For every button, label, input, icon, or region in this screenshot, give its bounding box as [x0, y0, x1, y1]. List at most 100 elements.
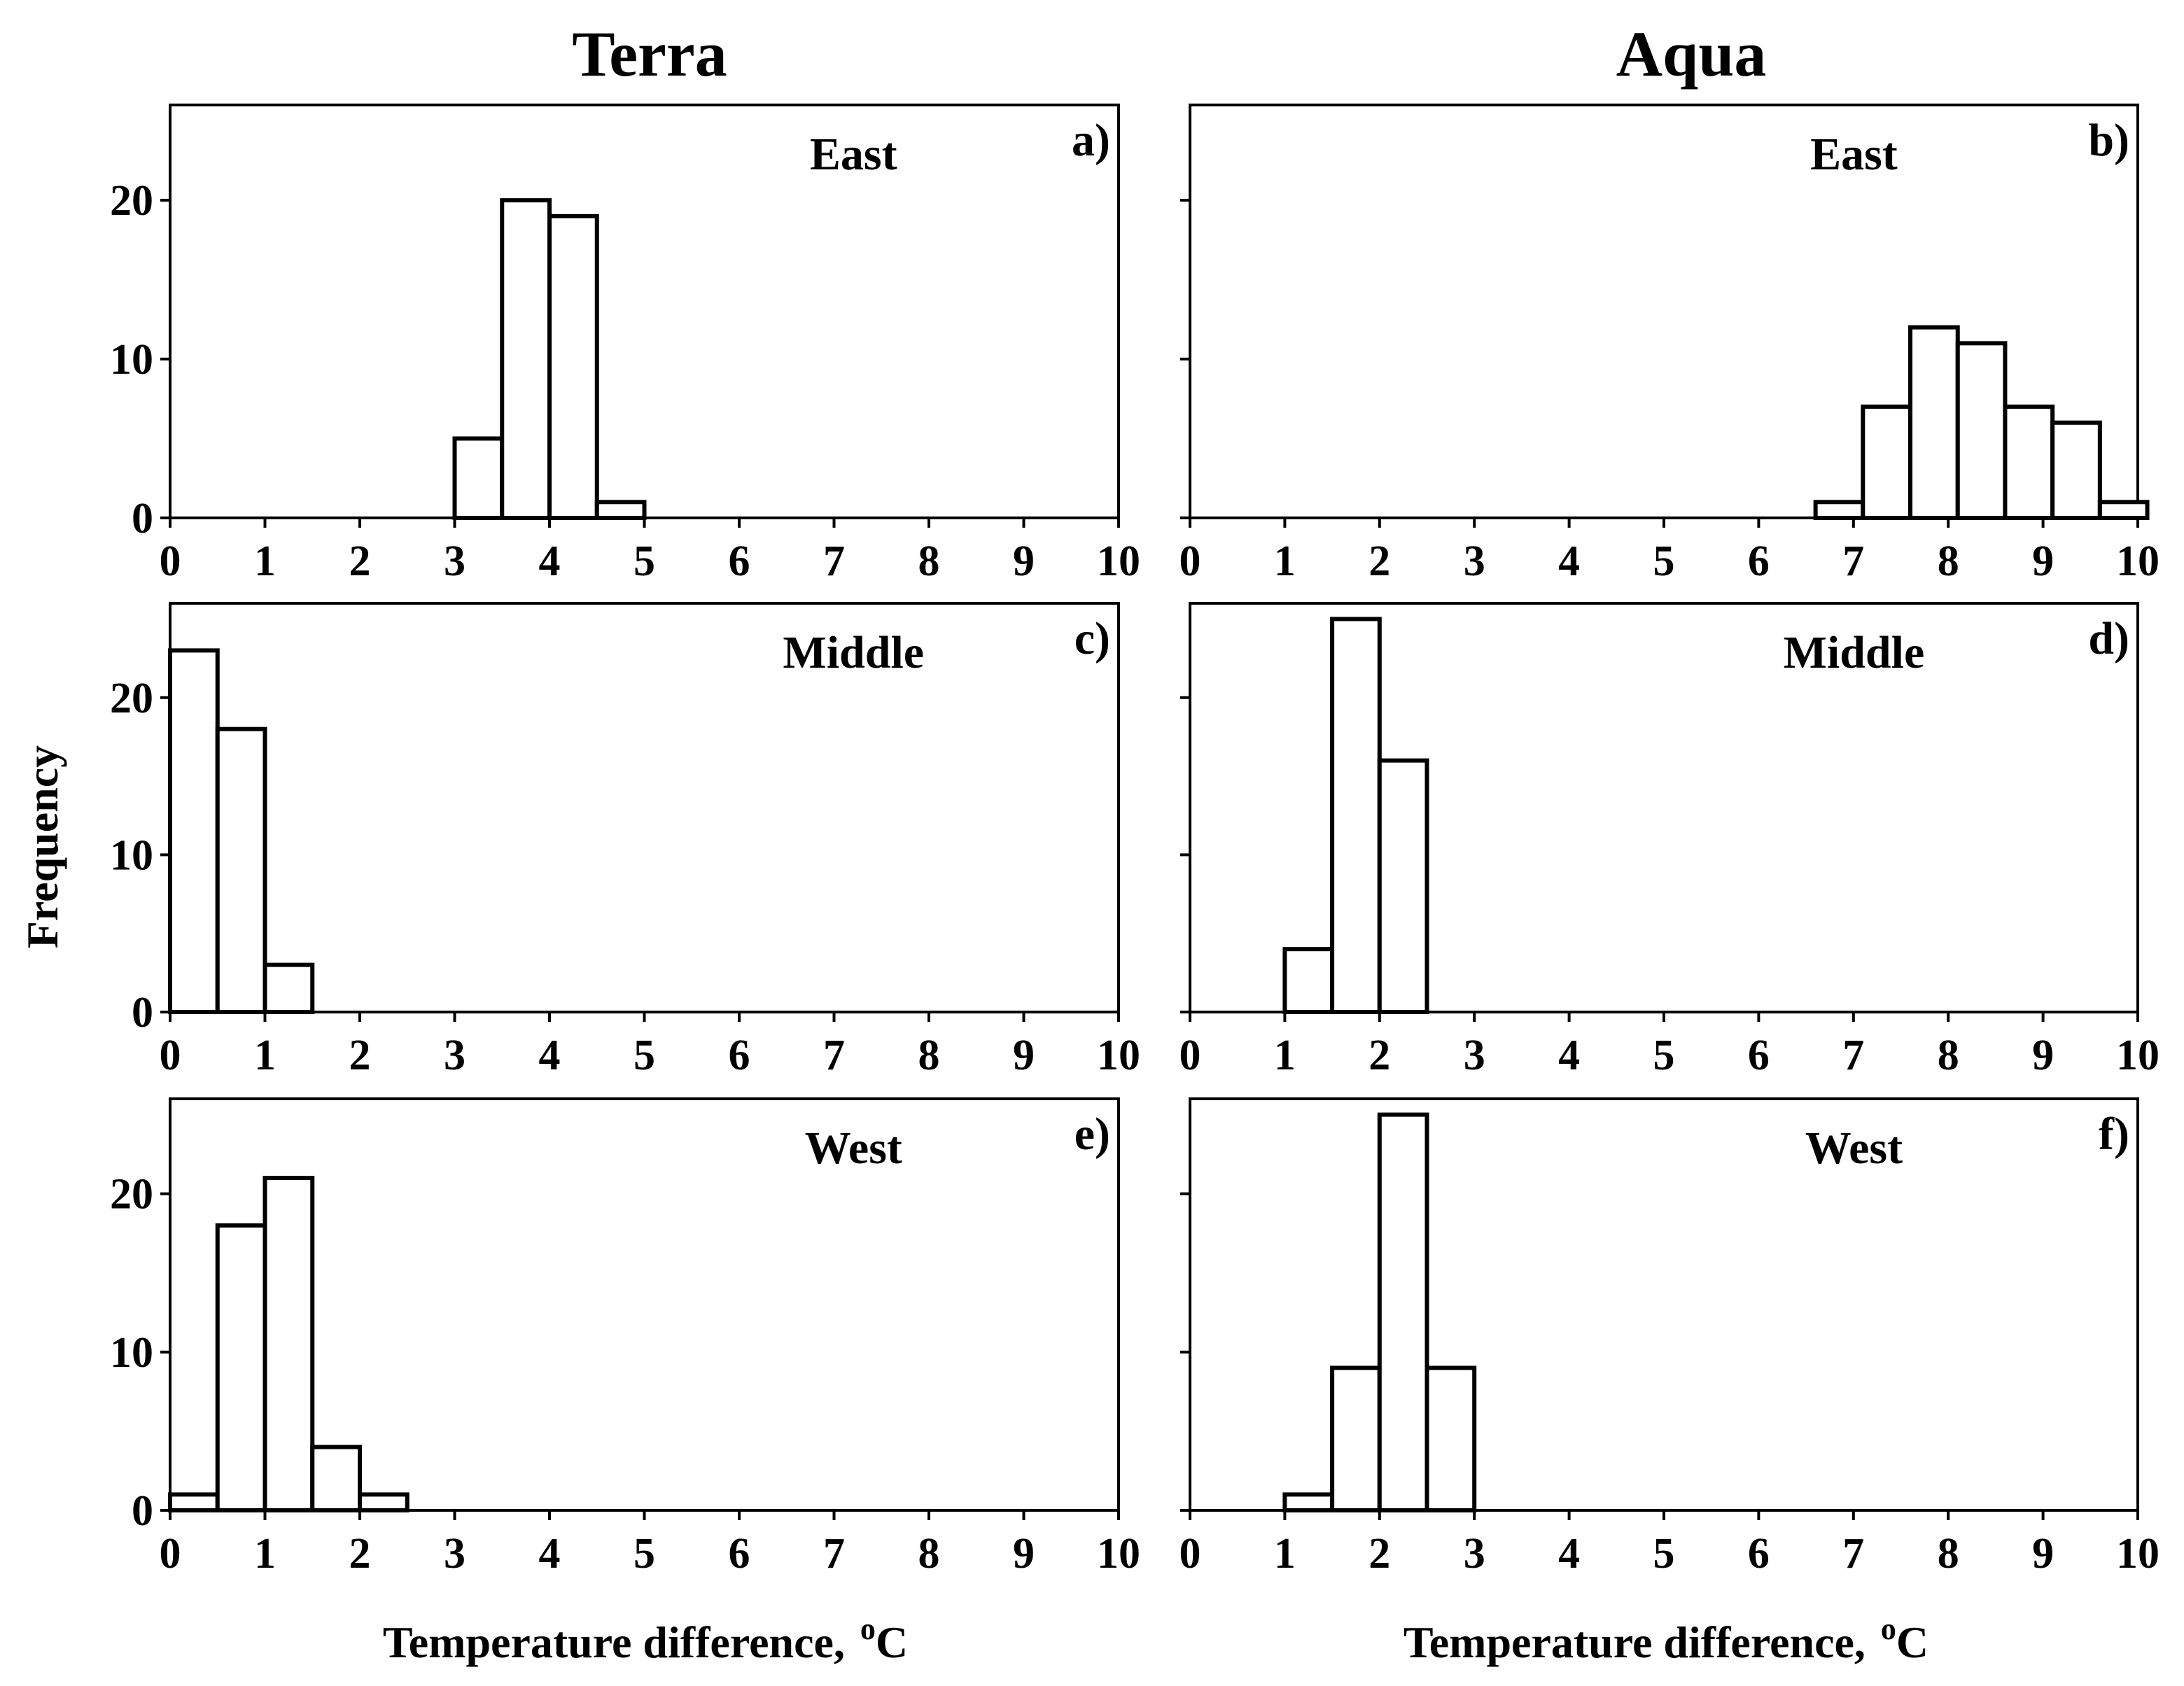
x-tick-label: 7	[823, 1530, 845, 1578]
x-tick-label: 2	[349, 1032, 371, 1079]
x-tick-label: 9	[2032, 1530, 2054, 1578]
x-tick-label: 1	[1274, 538, 1296, 585]
x-tick-label: 2	[1368, 1530, 1390, 1578]
histogram-bar	[1330, 1365, 1382, 1513]
histogram-panel: 0 1 2 3 4 5 6 7 8 9 10 0 10 20 Middle c)	[110, 602, 1140, 1079]
x-tick-label: 4	[1558, 538, 1580, 585]
x-tick-label: 3	[444, 1530, 465, 1578]
histogram-bar	[168, 1492, 220, 1512]
x-tick-label: 2	[349, 1530, 371, 1578]
panel-letter: b)	[2088, 115, 2129, 166]
x-tick-label: 2	[1368, 538, 1390, 585]
x-tick-label: 3	[444, 538, 465, 585]
x-tick-label: 5	[634, 1032, 655, 1079]
x-tick-label: 5	[1653, 538, 1675, 585]
x-tick-label: 7	[1842, 1530, 1864, 1578]
x-tick-label: 5	[1653, 1032, 1675, 1079]
x-tick-label: 3	[1464, 1032, 1485, 1079]
x-tick-label: 8	[1938, 1032, 1959, 1079]
x-tick-label: 6	[1748, 538, 1770, 585]
plot-frame	[169, 104, 1120, 519]
histogram-panel: 0 1 2 3 4 5 6 7 8 9 10 Middle d)	[1180, 602, 2160, 1079]
x-tick-label: 0	[160, 538, 181, 585]
histogram-bar	[1813, 500, 1865, 520]
panel-letter: a)	[1072, 115, 1110, 166]
histogram-bar	[358, 1492, 410, 1512]
x-tick-label: 9	[1013, 1530, 1035, 1578]
histogram-bar	[1282, 947, 1335, 1014]
x-tick-label: 1	[254, 1032, 276, 1079]
x-tick-label: 10	[1097, 1032, 1140, 1079]
x-tick-label: 10	[1097, 538, 1140, 585]
y-tick-label: 20	[110, 675, 153, 722]
x-tick-label: 6	[1748, 1530, 1770, 1578]
y-tick-label: 10	[110, 831, 153, 879]
histogram-bar	[452, 436, 505, 520]
panel-letter: f)	[2099, 1109, 2129, 1160]
histogram-panel: 0 1 2 3 4 5 6 7 8 9 10 West f)	[1180, 1097, 2160, 1578]
histogram-bar	[1908, 325, 1960, 520]
region-label: West	[805, 1123, 902, 1174]
aqua-column-title: Aqua	[1616, 18, 1767, 90]
histogram-bar	[2097, 500, 2150, 520]
panel-letter: e)	[1074, 1109, 1110, 1160]
histogram-bar	[500, 198, 552, 520]
y-tick-label: 0	[132, 495, 153, 542]
x-tick-label: 1	[1274, 1032, 1296, 1079]
region-label: East	[810, 129, 897, 180]
y-tick-label: 10	[110, 1329, 153, 1377]
histogram-panel: 0 1 2 3 4 5 6 7 8 9 10 East b)	[1180, 104, 2160, 585]
x-tick-label: 6	[1748, 1032, 1770, 1079]
x-tick-label: 6	[729, 1530, 750, 1578]
x-axis-label-terra: Temperature difference, oC	[383, 1612, 908, 1667]
histogram-bar	[1377, 1112, 1429, 1512]
histogram-bar	[215, 1223, 267, 1513]
x-tick-label: 0	[160, 1032, 181, 1079]
histogram-bar	[1282, 1492, 1335, 1512]
region-label: West	[1805, 1123, 1903, 1174]
histogram-bar	[262, 1176, 315, 1512]
terra-column-title: Terra	[572, 18, 727, 90]
histogram-bar	[1377, 758, 1429, 1014]
y-tick-label: 10	[110, 336, 153, 384]
x-tick-label: 0	[1180, 1530, 1201, 1578]
y-tick-label: 0	[132, 1487, 153, 1535]
x-tick-label: 7	[823, 1032, 845, 1079]
x-tick-label: 9	[1013, 538, 1035, 585]
x-tick-label: 5	[634, 538, 655, 585]
x-axis-label-text: Temperature difference,	[1404, 1617, 1865, 1667]
x-tick-label: 8	[918, 1032, 940, 1079]
plot-frame	[169, 602, 1120, 1013]
x-tick-label: 3	[1464, 1530, 1485, 1578]
y-tick-label: 0	[132, 989, 153, 1037]
histogram-bar	[1424, 1365, 1477, 1513]
x-tick-label: 8	[1938, 1530, 1959, 1578]
x-tick-label: 4	[539, 1530, 561, 1578]
histogram-panel: 0 1 2 3 4 5 6 7 8 9 10 0 10 20 East a)	[110, 104, 1140, 585]
region-label: Middle	[783, 627, 924, 678]
y-tick-label: 20	[110, 1171, 153, 1218]
x-tick-label: 10	[1097, 1530, 1140, 1578]
histogram-panel: 0 1 2 3 4 5 6 7 8 9 10 0 10 20 West e)	[110, 1097, 1140, 1578]
histogram-bar	[168, 648, 220, 1014]
x-tick-label: 7	[1842, 1032, 1864, 1079]
x-tick-label: 4	[1558, 1032, 1580, 1079]
x-tick-label: 7	[823, 538, 845, 585]
x-tick-label: 3	[444, 1032, 465, 1079]
histogram-bar	[1330, 617, 1382, 1014]
histogram-bar	[547, 213, 599, 520]
x-tick-label: 1	[1274, 1530, 1296, 1578]
celsius-unit: C	[876, 1617, 908, 1667]
x-tick-label: 10	[2116, 1530, 2160, 1578]
x-tick-label: 6	[729, 1032, 750, 1079]
x-tick-label: 3	[1464, 538, 1485, 585]
celsius-unit: C	[1896, 1617, 1928, 1667]
region-label: Middle	[1784, 627, 1925, 678]
histogram-bar	[594, 500, 647, 520]
x-tick-label: 5	[1653, 1530, 1675, 1578]
x-tick-label: 4	[539, 1032, 561, 1079]
degree-superscript: o	[860, 1612, 876, 1646]
x-tick-label: 5	[634, 1530, 655, 1578]
x-axis-label-text: Temperature difference,	[383, 1617, 845, 1667]
